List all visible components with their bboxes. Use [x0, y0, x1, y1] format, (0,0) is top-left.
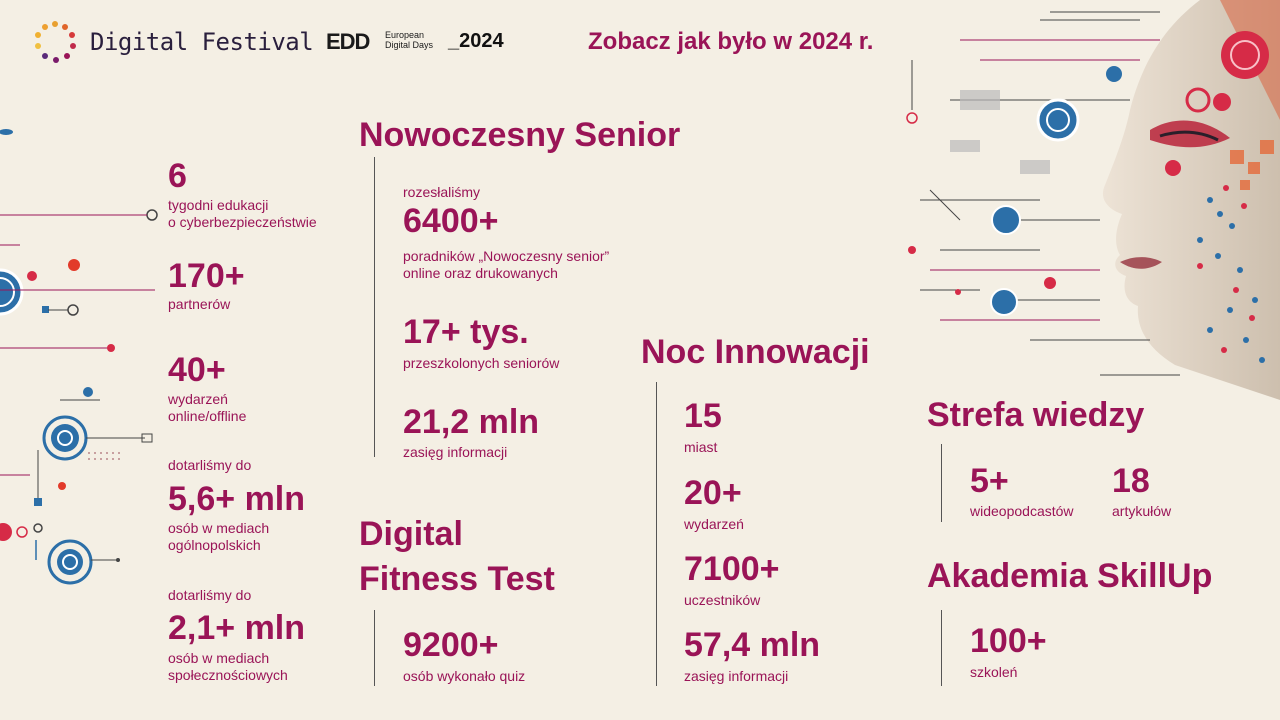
stat-label: uczestników — [684, 592, 761, 608]
stat-label: osób w mediach — [168, 520, 270, 536]
stat-label: wideopodcastów — [970, 503, 1074, 519]
stat-label: online/offline — [168, 408, 247, 424]
stat-label: osób w mediach — [168, 650, 270, 666]
stat-prefix: dotarliśmy do — [168, 587, 252, 603]
stat-value-quiz: 9200+ — [403, 626, 499, 664]
edd-logo-line1: European — [385, 30, 425, 40]
logo-text: Digital Festival — [90, 28, 314, 56]
stat-value-noc-reach: 57,4 mln — [684, 626, 821, 664]
stat-label: wydarzeń — [168, 391, 228, 407]
section-heading-fitness-line2: Fitness Test — [359, 560, 555, 598]
stat-value-partners: 170+ — [168, 257, 245, 295]
stat-value-articles: 18 — [1112, 462, 1150, 500]
stat-value-noc-events: 20+ — [684, 474, 742, 512]
circuit-decoration-left — [0, 129, 158, 585]
stat-value-senior-reach: 21,2 mln — [403, 403, 540, 441]
stat-value-cities: 15 — [684, 397, 722, 435]
stat-value-weeks: 6 — [168, 157, 187, 195]
stat-label: wydarzeń — [684, 516, 744, 532]
edd-logo-line2: Digital Days — [385, 40, 434, 50]
stat-label: artykułów — [1112, 503, 1172, 519]
stat-value-trained-seniors: 17+ tys. — [403, 313, 529, 351]
section-heading-noc: Noc Innowacji — [641, 333, 870, 371]
stat-label: poradników „Nowoczesny senior” — [403, 248, 610, 264]
stat-value-trainings: 100+ — [970, 622, 1047, 660]
section-heading-strefa: Strefa wiedzy — [927, 396, 1145, 434]
stat-value-national-media: 5,6+ mln — [168, 480, 306, 518]
section-heading-senior: Nowoczesny Senior — [359, 116, 681, 154]
stat-prefix: dotarliśmy do — [168, 457, 252, 473]
section-divider — [941, 610, 942, 686]
stat-prefix: rozesłaliśmy — [403, 184, 481, 200]
page-title: Zobacz jak było w 2024 r. — [588, 28, 874, 55]
stat-label: osób wykonało quiz — [403, 668, 526, 684]
stat-label: przeszkolonych seniorów — [403, 355, 560, 371]
stat-label: partnerów — [168, 296, 231, 312]
edd-logo-mark: EDD — [326, 29, 370, 54]
face-circuit-decoration — [906, 0, 1280, 400]
edd-year: _2024 — [448, 30, 504, 52]
stat-label: ogólnopolskich — [168, 537, 261, 553]
stat-label: społecznościowych — [168, 667, 288, 683]
section-heading-akademia: Akademia SkillUp — [927, 557, 1213, 595]
section-divider — [941, 444, 942, 522]
stat-label: szkoleń — [970, 664, 1018, 680]
stat-value-guides: 6400+ — [403, 202, 499, 240]
stat-label: zasięg informacji — [684, 668, 789, 684]
section-heading-fitness-line1: Digital — [359, 515, 463, 553]
stat-value-videopodcasts: 5+ — [970, 462, 1009, 500]
stat-label: o cyberbezpieczeństwie — [168, 214, 317, 230]
section-divider — [374, 610, 375, 686]
stat-label: online oraz drukowanych — [403, 265, 558, 281]
section-divider — [374, 157, 375, 457]
stat-label: zasięg informacji — [403, 444, 508, 460]
digital-festival-logo-icon — [35, 21, 76, 63]
stat-value-social-media: 2,1+ mln — [168, 609, 306, 647]
stat-value-events: 40+ — [168, 351, 226, 389]
stat-label: tygodni edukacji — [168, 197, 269, 213]
stat-label: miast — [684, 439, 718, 455]
section-divider — [656, 382, 657, 686]
stat-value-participants: 7100+ — [684, 550, 780, 588]
